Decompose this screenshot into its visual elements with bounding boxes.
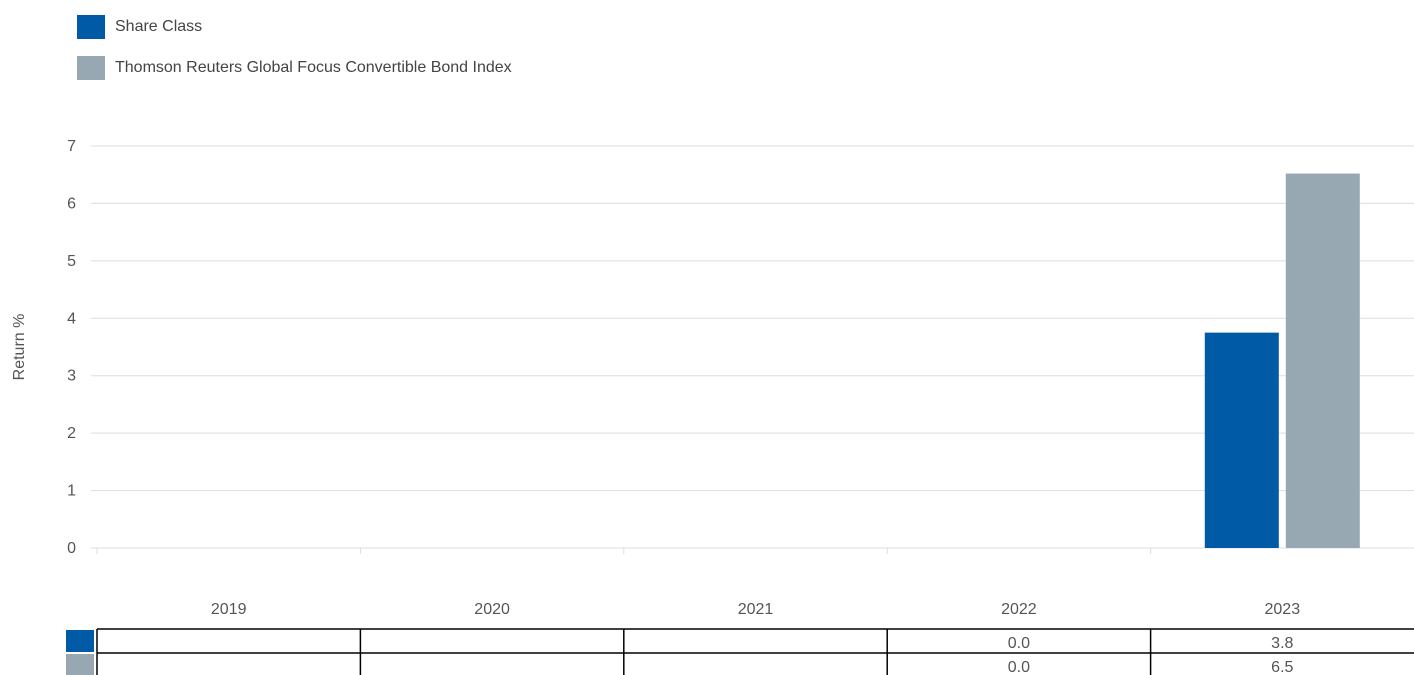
y-tick-label: 5	[67, 253, 76, 270]
legend-item-share-class[interactable]: Share Class	[77, 15, 512, 39]
y-tick-label: 4	[67, 310, 76, 327]
y-tick-label: 2	[67, 425, 76, 442]
bars	[1204, 173, 1360, 548]
gridlines	[91, 145, 1414, 549]
y-tick-label: 6	[67, 195, 76, 212]
y-tick-label: 1	[67, 483, 76, 500]
legend: Share Class Thomson Reuters Global Focus…	[77, 15, 512, 97]
x-tick-label: 2020	[474, 601, 510, 618]
y-tick-label: 3	[67, 368, 76, 385]
x-tick-label: 2022	[1001, 601, 1037, 618]
table-cell: 0.0	[1008, 659, 1030, 675]
y-axis: Return % 0 1 2 3 4 5 6 7	[11, 138, 76, 557]
x-tick-label: 2023	[1265, 601, 1301, 618]
table-swatch-index	[66, 654, 94, 675]
legend-swatch-index	[77, 56, 105, 80]
table-cell: 3.8	[1271, 635, 1293, 652]
y-tick-label: 7	[67, 138, 76, 155]
legend-label-share-class: Share Class	[115, 18, 203, 35]
table-cell: 6.5	[1271, 659, 1293, 675]
x-axis: 2019 2020 2021 2022 2023	[96, 548, 1301, 618]
table-cell: 0.0	[1008, 635, 1030, 652]
y-axis-label: Return %	[11, 314, 28, 381]
data-table: 0.0 3.8 0.0 6.5	[66, 628, 1414, 675]
x-tick-label: 2019	[211, 601, 247, 618]
legend-swatch-share-class	[77, 15, 105, 39]
bar-share-class-2023	[1204, 332, 1279, 548]
legend-item-index[interactable]: Thomson Reuters Global Focus Convertible…	[77, 56, 512, 80]
bar-index-2023	[1285, 173, 1360, 548]
x-tick-label: 2021	[738, 601, 774, 618]
table-swatch-share-class	[66, 630, 94, 652]
legend-label-index: Thomson Reuters Global Focus Convertible…	[115, 59, 512, 76]
y-tick-label: 0	[67, 540, 76, 557]
